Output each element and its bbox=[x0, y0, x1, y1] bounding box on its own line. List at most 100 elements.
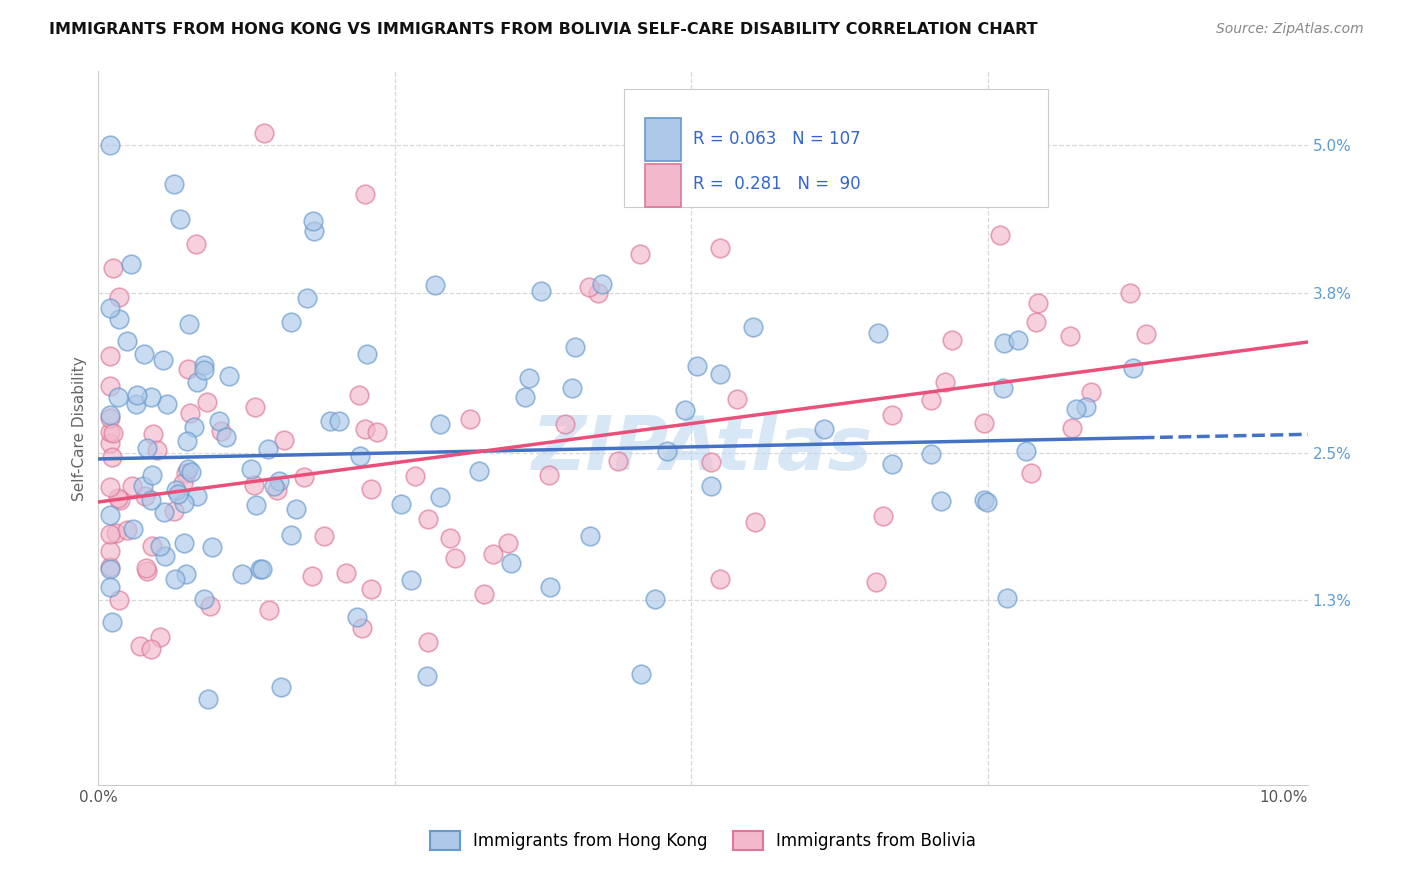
Point bbox=[195, 394, 218, 409]
Point bbox=[218, 368, 240, 383]
Point bbox=[98, 580, 121, 594]
Point bbox=[176, 467, 198, 481]
Point bbox=[243, 477, 266, 491]
Point bbox=[350, 621, 373, 635]
Point bbox=[98, 379, 121, 393]
Point bbox=[180, 465, 202, 479]
Point bbox=[346, 610, 368, 624]
Point bbox=[882, 457, 904, 471]
Point bbox=[941, 333, 963, 347]
Point bbox=[245, 498, 267, 512]
Point bbox=[1026, 296, 1049, 310]
Point bbox=[280, 528, 302, 542]
Point bbox=[880, 408, 903, 422]
Point bbox=[540, 580, 562, 594]
Point bbox=[813, 422, 835, 436]
Point bbox=[177, 461, 200, 475]
Point bbox=[425, 278, 447, 293]
Point bbox=[173, 536, 195, 550]
Point bbox=[429, 490, 451, 504]
Point bbox=[149, 539, 172, 553]
Point bbox=[302, 224, 325, 238]
Point bbox=[173, 496, 195, 510]
Point bbox=[501, 556, 523, 570]
Point bbox=[399, 573, 422, 587]
Point bbox=[628, 247, 651, 261]
Point bbox=[360, 482, 382, 496]
Point bbox=[108, 492, 131, 507]
Point bbox=[186, 236, 208, 251]
Point bbox=[578, 529, 600, 543]
Point bbox=[115, 523, 138, 537]
Point bbox=[360, 582, 382, 596]
Point bbox=[482, 547, 505, 561]
Point bbox=[564, 340, 586, 354]
Point bbox=[149, 631, 172, 645]
Point bbox=[655, 444, 678, 458]
Point bbox=[404, 469, 426, 483]
Text: R = 0.063   N = 107: R = 0.063 N = 107 bbox=[693, 130, 860, 148]
Point bbox=[231, 567, 253, 582]
Point bbox=[709, 367, 731, 381]
Point bbox=[328, 414, 350, 428]
Point bbox=[250, 561, 273, 575]
Point bbox=[301, 569, 323, 583]
Point bbox=[354, 422, 377, 436]
Point bbox=[108, 593, 131, 607]
Point bbox=[98, 138, 121, 153]
Point bbox=[98, 435, 121, 450]
Point bbox=[243, 401, 266, 415]
Point bbox=[458, 412, 481, 426]
Point bbox=[257, 603, 280, 617]
Point bbox=[101, 261, 124, 276]
Point bbox=[920, 447, 942, 461]
FancyBboxPatch shape bbox=[645, 118, 682, 161]
Point bbox=[134, 347, 156, 361]
Text: Source: ZipAtlas.com: Source: ZipAtlas.com bbox=[1216, 22, 1364, 37]
Point bbox=[98, 425, 121, 439]
Legend: Immigrants from Hong Kong, Immigrants from Bolivia: Immigrants from Hong Kong, Immigrants fr… bbox=[422, 822, 984, 859]
Point bbox=[920, 392, 942, 407]
Point bbox=[98, 301, 121, 315]
Point bbox=[284, 502, 307, 516]
Point bbox=[208, 414, 231, 428]
Point bbox=[578, 280, 600, 294]
Point bbox=[606, 454, 628, 468]
Point bbox=[554, 417, 576, 431]
Point bbox=[142, 426, 165, 441]
Point bbox=[193, 363, 215, 377]
Point bbox=[630, 667, 652, 681]
Point bbox=[1076, 400, 1098, 414]
Point bbox=[174, 567, 197, 582]
Point bbox=[1080, 385, 1102, 400]
Point bbox=[356, 346, 378, 360]
Point bbox=[976, 495, 998, 509]
Point bbox=[934, 376, 956, 390]
Point bbox=[179, 406, 201, 420]
Point bbox=[472, 587, 495, 601]
Point bbox=[302, 213, 325, 227]
Point bbox=[416, 669, 439, 683]
Point bbox=[335, 566, 357, 581]
Point bbox=[995, 591, 1018, 605]
Point bbox=[270, 680, 292, 694]
Point bbox=[1059, 328, 1081, 343]
Point bbox=[517, 370, 540, 384]
Point bbox=[108, 290, 131, 304]
Text: IMMIGRANTS FROM HONG KONG VS IMMIGRANTS FROM BOLIVIA SELF-CARE DISABILITY CORREL: IMMIGRANTS FROM HONG KONG VS IMMIGRANTS … bbox=[49, 22, 1038, 37]
Point bbox=[179, 317, 201, 331]
Point bbox=[98, 526, 121, 541]
Point bbox=[366, 425, 388, 440]
Point bbox=[183, 420, 205, 434]
Point bbox=[644, 591, 666, 606]
Point bbox=[176, 434, 198, 449]
Point bbox=[1015, 444, 1038, 458]
Point bbox=[132, 479, 155, 493]
Point bbox=[865, 575, 887, 590]
Point bbox=[866, 326, 889, 341]
Point bbox=[98, 508, 121, 522]
Point bbox=[389, 497, 412, 511]
Point bbox=[973, 417, 995, 431]
Point bbox=[166, 483, 188, 497]
Point bbox=[699, 479, 721, 493]
